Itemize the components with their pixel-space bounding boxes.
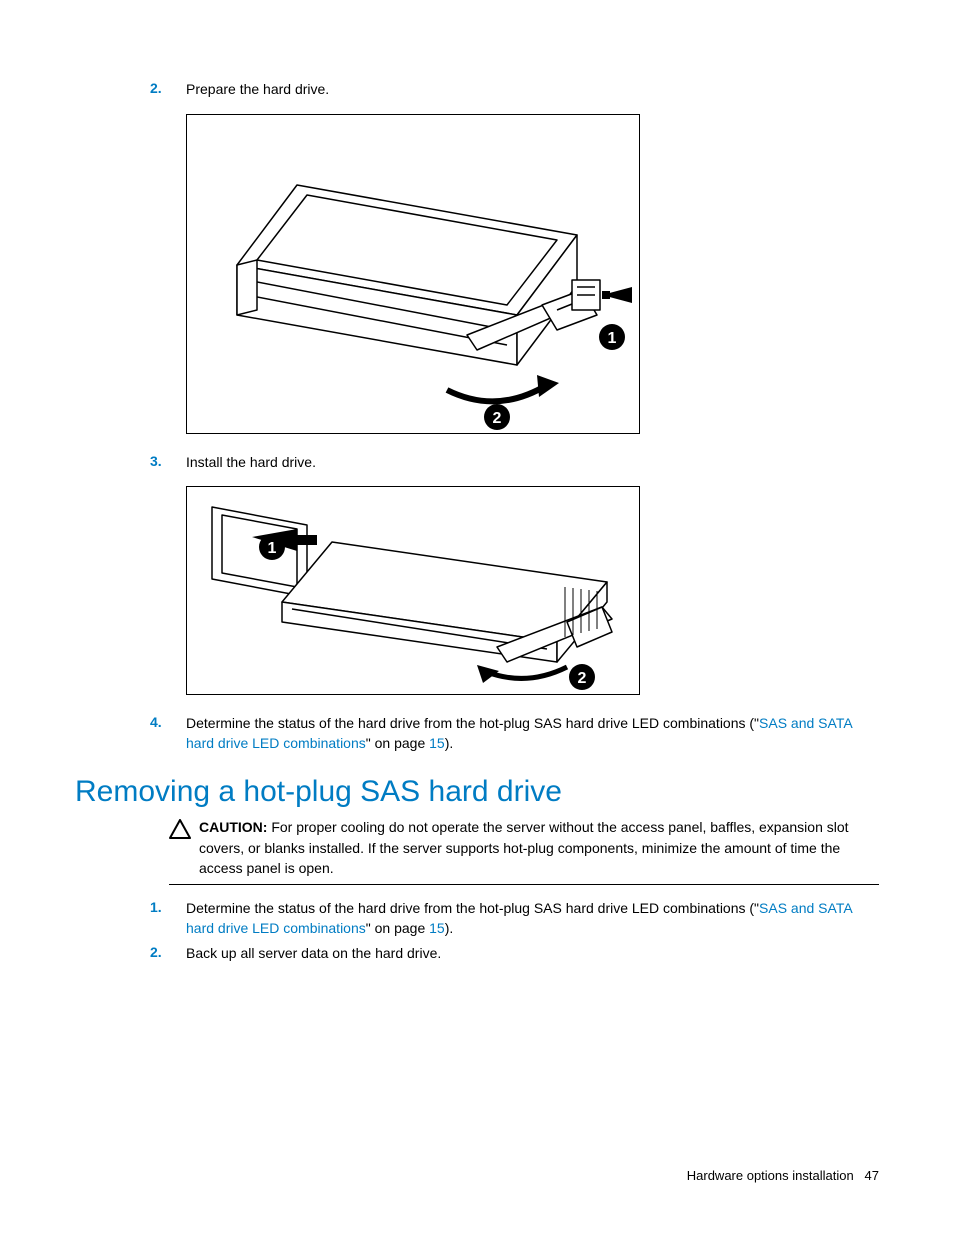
step-number: 4.	[150, 714, 186, 753]
section-heading: Removing a hot-plug SAS hard drive	[75, 775, 879, 809]
text-fragment: " on page	[366, 735, 429, 751]
step-number: 2.	[150, 944, 186, 964]
text-fragment: " on page	[366, 920, 429, 936]
step-item: 4. Determine the status of the hard driv…	[150, 714, 879, 753]
caution-block: CAUTION: For proper cooling do not opera…	[169, 817, 879, 885]
footer-page: 47	[865, 1168, 879, 1183]
step-text: Prepare the hard drive.	[186, 80, 879, 100]
step-text: Back up all server data on the hard driv…	[186, 944, 879, 964]
figure-prepare-drive: 1 2	[186, 114, 640, 434]
page-footer: Hardware options installation 47	[687, 1168, 879, 1183]
page-content: 2. Prepare the hard drive.	[75, 80, 879, 753]
step-number: 3.	[150, 453, 186, 473]
svg-text:1: 1	[268, 540, 277, 557]
step-text: Determine the status of the hard drive f…	[186, 899, 879, 938]
caution-label: CAUTION:	[199, 819, 267, 835]
page-reference-link[interactable]: 15	[429, 735, 445, 751]
page-reference-link[interactable]: 15	[429, 920, 445, 936]
step-item: 3. Install the hard drive.	[150, 453, 879, 473]
caution-body: For proper cooling do not operate the se…	[199, 819, 849, 876]
step-item: 2. Prepare the hard drive.	[150, 80, 879, 100]
caution-icon	[169, 817, 199, 844]
svg-text:2: 2	[578, 670, 587, 687]
text-fragment: Determine the status of the hard drive f…	[186, 715, 759, 731]
step-text: Install the hard drive.	[186, 453, 879, 473]
removing-steps: 1. Determine the status of the hard driv…	[75, 899, 879, 964]
text-fragment: ).	[445, 735, 454, 751]
figure-install-drive: 1	[186, 486, 640, 695]
step-number: 2.	[150, 80, 186, 100]
text-fragment: ).	[445, 920, 454, 936]
svg-text:1: 1	[608, 330, 617, 347]
caution-text: CAUTION: For proper cooling do not opera…	[199, 817, 879, 878]
step-number: 1.	[150, 899, 186, 938]
text-fragment: Determine the status of the hard drive f…	[186, 900, 759, 916]
step-text: Determine the status of the hard drive f…	[186, 714, 879, 753]
footer-section: Hardware options installation	[687, 1168, 854, 1183]
step-item: 2. Back up all server data on the hard d…	[150, 944, 879, 964]
svg-text:2: 2	[493, 410, 502, 427]
step-item: 1. Determine the status of the hard driv…	[150, 899, 879, 938]
